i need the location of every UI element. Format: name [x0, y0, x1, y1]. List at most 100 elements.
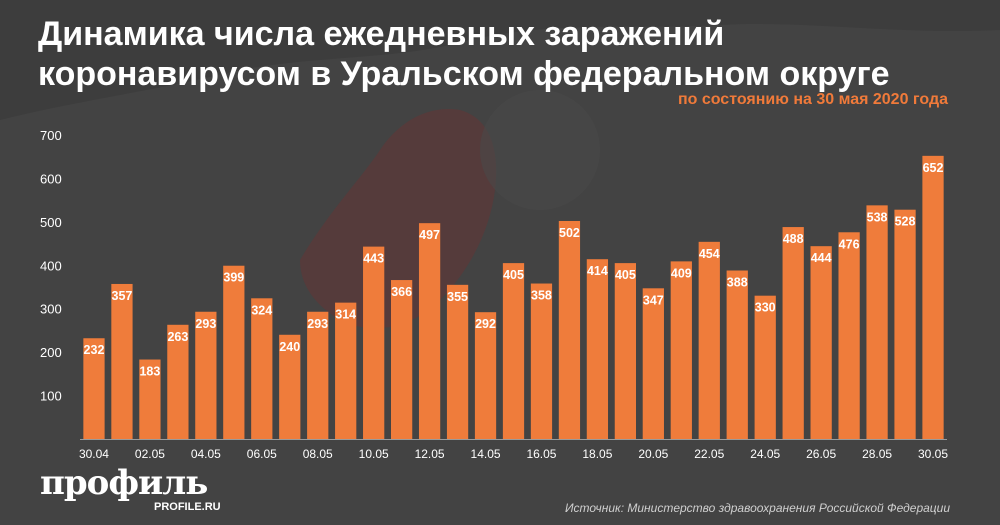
bar — [922, 155, 944, 440]
brand-url: PROFILE.RU — [154, 501, 221, 513]
bar-value-label: 293 — [307, 317, 328, 331]
bar — [474, 312, 497, 439]
bar-value-label: 414 — [587, 264, 608, 278]
bar-value-label: 324 — [251, 303, 272, 317]
bar-value-label: 232 — [84, 343, 105, 357]
chart-title: Динамика числа ежедневных заражений коро… — [38, 14, 978, 94]
y-tick-label: 300 — [40, 302, 62, 317]
bars — [83, 155, 944, 440]
bar — [195, 311, 217, 439]
bar-value-label: 388 — [727, 275, 748, 289]
x-tick-label: 14.05 — [471, 447, 501, 461]
background-map-region — [300, 109, 497, 329]
x-tick-label: 08.05 — [303, 447, 333, 461]
bar-value-label: 399 — [223, 271, 244, 285]
x-tick-label: 22.05 — [694, 447, 724, 461]
x-tick-label: 18.05 — [582, 447, 612, 461]
bar-value-label: 454 — [699, 247, 720, 261]
y-tick-label: 100 — [40, 389, 62, 404]
bar — [586, 259, 609, 439]
bar-value-label: 240 — [279, 340, 300, 354]
x-tick-label: 26.05 — [806, 447, 836, 461]
bar — [670, 261, 692, 439]
bar-value-label: 366 — [391, 285, 412, 299]
bar-value-label: 330 — [755, 301, 776, 315]
chart-subtitle: по состоянию на 30 мая 2020 года — [677, 91, 948, 108]
bar — [530, 283, 553, 439]
x-tick-label: 28.05 — [862, 447, 892, 461]
bar — [307, 311, 329, 439]
y-tick-label: 600 — [40, 171, 62, 186]
x-tick-label: 02.05 — [135, 447, 165, 461]
title-line-1: Динамика числа ежедневных заражений — [38, 15, 725, 53]
bar — [139, 359, 161, 439]
x-tick-label: 10.05 — [359, 447, 389, 461]
bar-value-label: 409 — [671, 266, 692, 280]
source-note: Источник: Министерство здравоохранения Р… — [564, 501, 950, 515]
background-map-land — [0, 23, 1000, 525]
x-tick-label: 20.05 — [638, 447, 668, 461]
bar — [838, 232, 860, 439]
bar — [167, 324, 189, 439]
y-tick-label: 400 — [40, 258, 62, 273]
brand-name: профиль — [40, 463, 208, 503]
brand-logo: профиль PROFILE.RU — [40, 463, 221, 513]
bar — [810, 246, 832, 439]
y-tick-label: 700 — [40, 128, 62, 143]
bar-value-label: 263 — [167, 330, 188, 344]
x-tick-label: 16.05 — [526, 447, 556, 461]
bar-value-label: 444 — [811, 251, 832, 265]
bar-value-label: 293 — [195, 317, 216, 331]
bar-value-label: 528 — [895, 215, 916, 229]
bar-value-label: 538 — [867, 210, 888, 224]
bar-value-label: 347 — [643, 293, 664, 307]
x-tick-label: 06.05 — [247, 447, 277, 461]
x-tick-label: 24.05 — [750, 447, 780, 461]
bar — [223, 265, 245, 439]
y-axis: 100 200 300 400 500 600 700 — [40, 128, 62, 404]
bar — [894, 209, 916, 439]
bar — [782, 227, 804, 439]
x-tick-label: 12.05 — [415, 447, 445, 461]
bar — [111, 283, 133, 439]
bar — [726, 270, 748, 439]
bar-value-label: 488 — [783, 232, 804, 246]
bar — [335, 302, 357, 439]
bar — [418, 223, 441, 439]
bar — [279, 334, 301, 439]
bar — [502, 263, 525, 439]
bar-value-label: 183 — [139, 365, 160, 379]
bar-value-label: 355 — [447, 290, 468, 304]
bar-value-label: 497 — [419, 228, 440, 242]
bar — [754, 295, 776, 439]
y-tick-label: 200 — [40, 345, 62, 360]
bar-value-label: 652 — [923, 161, 944, 175]
bar — [698, 241, 720, 439]
bar-value-label: 405 — [615, 268, 636, 282]
bar-value-label: 502 — [559, 226, 580, 240]
bar — [83, 338, 105, 439]
x-tick-label: 30.04 — [79, 447, 109, 461]
bar-value-label: 443 — [363, 252, 384, 266]
bar — [614, 263, 636, 439]
virus-watermark — [480, 90, 600, 210]
bar-value-label: 476 — [839, 237, 860, 251]
y-tick-label: 500 — [40, 215, 62, 230]
bar-value-label: 314 — [335, 308, 356, 322]
title-line-2: коронавирусом в Уральском федеральном ок… — [38, 55, 890, 93]
x-axis: 30.04 02.05 04.05 06.05 08.05 10.05 12.05 14.05… — [79, 447, 948, 461]
bar-value-label: 292 — [475, 317, 496, 331]
bar — [363, 246, 385, 439]
bar — [251, 298, 273, 439]
x-tick-label: 04.05 — [191, 447, 221, 461]
bar — [866, 205, 888, 439]
bar-value-label: 358 — [531, 289, 552, 303]
bar — [642, 288, 664, 439]
bar-value-label: 357 — [112, 289, 133, 303]
bar-value-label: 405 — [503, 268, 524, 282]
x-tick-label: 30.05 — [918, 447, 948, 461]
bar — [391, 280, 413, 439]
bar-value-labels: 232 357 183 263 293 399 324 240 293 314 443 366 497 3… — [84, 161, 944, 379]
